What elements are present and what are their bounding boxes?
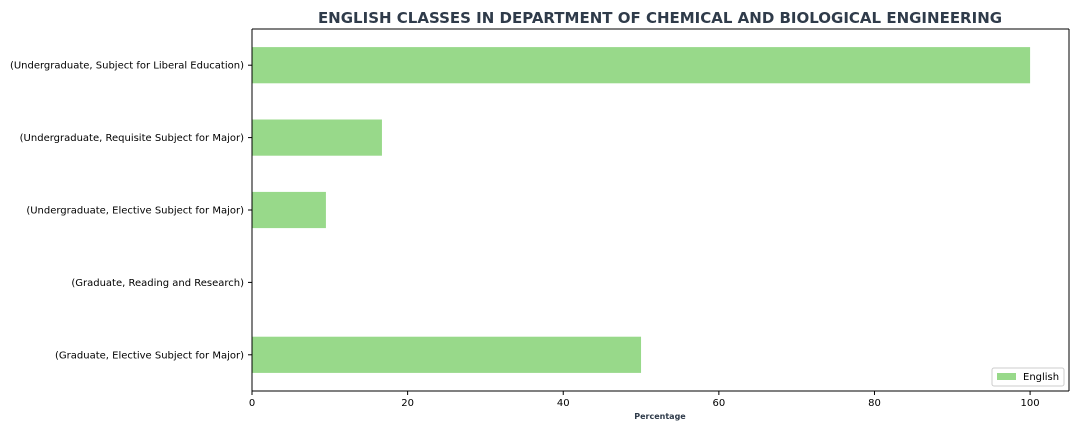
x-axis-title: Percentage [634, 412, 686, 421]
bar [252, 47, 1031, 84]
x-tick-label: 20 [401, 398, 414, 409]
y-ticks-layer: (Undergraduate, Subject for Liberal Educ… [10, 61, 252, 361]
y-tick-label: (Graduate, Elective Subject for Major) [55, 350, 244, 361]
bar [252, 191, 326, 229]
bar [252, 336, 642, 373]
y-tick-label: (Graduate, Reading and Research) [71, 278, 244, 289]
x-tick-label: 100 [1021, 398, 1040, 409]
bar [252, 119, 382, 156]
x-tick-label: 60 [712, 398, 725, 409]
chart-title: ENGLISH CLASSES IN DEPARTMENT OF CHEMICA… [318, 9, 1002, 27]
bars-layer [252, 47, 1031, 373]
x-tick-label: 40 [557, 398, 570, 409]
y-tick-label: (Undergraduate, Elective Subject for Maj… [26, 206, 244, 217]
x-tick-label: 0 [249, 398, 255, 409]
x-tick-label: 80 [868, 398, 881, 409]
x-ticks-layer: 0 20 40 60 80 100 [249, 391, 1040, 409]
legend-label: English [1023, 372, 1059, 383]
y-tick-label: (Undergraduate, Requisite Subject for Ma… [20, 133, 244, 144]
legend-box [991, 367, 1065, 387]
legend: English [991, 367, 1065, 387]
legend-swatch [997, 373, 1016, 380]
y-tick-label: (Undergraduate, Subject for Liberal Educ… [10, 61, 244, 72]
